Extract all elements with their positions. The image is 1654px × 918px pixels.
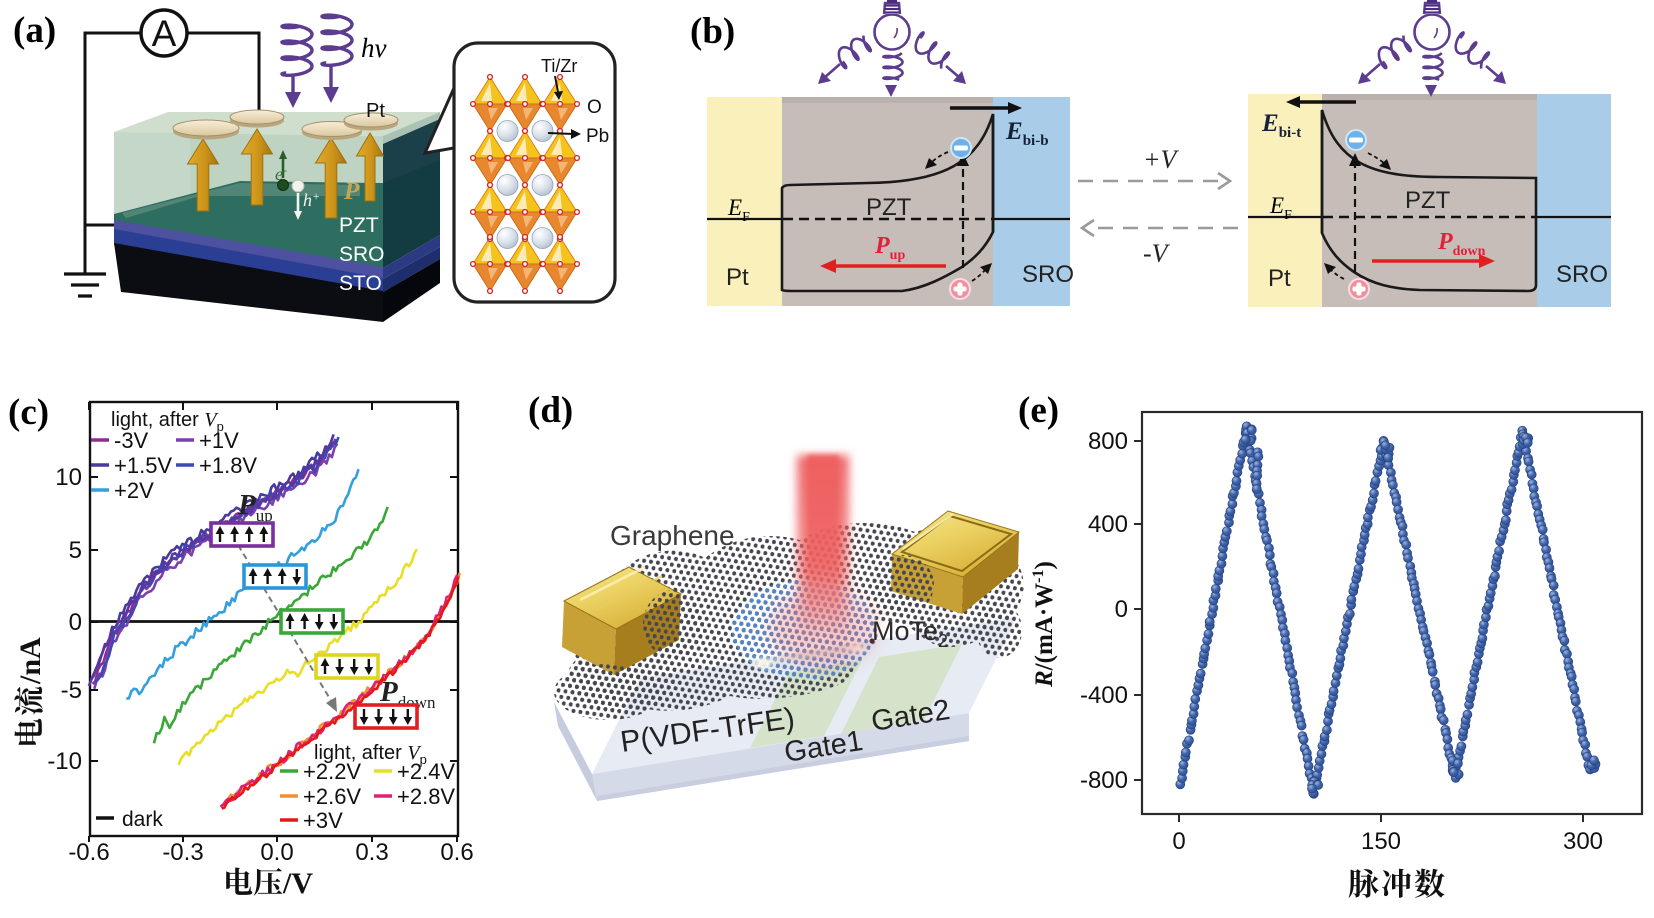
svg-text:+1.5V: +1.5V bbox=[114, 453, 172, 478]
svg-text:PZT: PZT bbox=[1405, 187, 1451, 214]
svg-text:light, after Vp: light, after Vp bbox=[314, 742, 427, 767]
svg-text:(b): (b) bbox=[690, 11, 735, 52]
svg-text:light, after Vp: light, after Vp bbox=[111, 409, 224, 434]
svg-text:-3V: -3V bbox=[114, 428, 149, 453]
svg-text:P: P bbox=[343, 178, 360, 205]
svg-text:Pb: Pb bbox=[586, 126, 609, 147]
svg-text:Pt: Pt bbox=[726, 264, 749, 291]
svg-text:+3V: +3V bbox=[303, 808, 343, 833]
svg-text:Pup: Pup bbox=[237, 489, 273, 525]
svg-text:5: 5 bbox=[69, 537, 82, 564]
svg-text:-5: -5 bbox=[61, 677, 82, 704]
svg-text:-0.3: -0.3 bbox=[162, 839, 203, 866]
svg-text:dark: dark bbox=[122, 808, 163, 831]
svg-text:hν: hν bbox=[361, 33, 387, 63]
svg-text:(e): (e) bbox=[1018, 390, 1059, 431]
svg-text:A: A bbox=[152, 13, 177, 54]
svg-text:-400: -400 bbox=[1080, 682, 1128, 709]
svg-text:Pt: Pt bbox=[366, 100, 385, 122]
svg-text:-10: -10 bbox=[47, 748, 82, 775]
svg-text:-800: -800 bbox=[1080, 767, 1128, 794]
svg-text:-V: -V bbox=[1143, 239, 1171, 268]
svg-text:800: 800 bbox=[1088, 428, 1128, 455]
svg-text:0: 0 bbox=[1172, 828, 1185, 855]
svg-text:+2.4V: +2.4V bbox=[397, 759, 455, 784]
svg-text:PZT: PZT bbox=[339, 214, 379, 237]
svg-text:+1V: +1V bbox=[199, 428, 239, 453]
svg-text:PZT: PZT bbox=[866, 194, 912, 221]
svg-text:400: 400 bbox=[1088, 511, 1128, 538]
svg-text:-0.6: -0.6 bbox=[68, 839, 109, 866]
svg-text:O: O bbox=[587, 97, 602, 118]
svg-text:150: 150 bbox=[1361, 828, 1401, 855]
svg-text:0: 0 bbox=[69, 609, 82, 636]
svg-text:+2.6V: +2.6V bbox=[303, 784, 361, 809]
svg-text:+1.8V: +1.8V bbox=[199, 453, 257, 478]
svg-text:Pt: Pt bbox=[1268, 265, 1291, 292]
svg-text:/nA: /nA bbox=[14, 637, 47, 685]
svg-text:Ti/Zr: Ti/Zr bbox=[541, 56, 577, 76]
svg-text:(c): (c) bbox=[8, 392, 49, 433]
svg-text:10: 10 bbox=[55, 464, 82, 491]
svg-text:SRO: SRO bbox=[1556, 261, 1608, 288]
svg-text:+2.2V: +2.2V bbox=[303, 759, 361, 784]
svg-text:STO: STO bbox=[339, 272, 382, 295]
svg-text:R/(mA·W-1): R/(mA·W-1) bbox=[1030, 561, 1058, 688]
svg-text:MoTe2: MoTe2 bbox=[872, 616, 948, 651]
svg-text:0.0: 0.0 bbox=[260, 839, 293, 866]
svg-text:0.6: 0.6 bbox=[440, 839, 473, 866]
svg-text:(d): (d) bbox=[528, 390, 573, 431]
svg-text:(a): (a) bbox=[13, 10, 56, 51]
svg-text:+V: +V bbox=[1143, 145, 1180, 174]
svg-text:SRO: SRO bbox=[339, 243, 385, 266]
svg-text:/V: /V bbox=[282, 867, 313, 900]
svg-text:+2.8V: +2.8V bbox=[397, 784, 455, 809]
svg-text:+2V: +2V bbox=[114, 478, 154, 503]
svg-text:300: 300 bbox=[1563, 828, 1603, 855]
svg-text:0: 0 bbox=[1115, 596, 1128, 623]
svg-text:Graphene: Graphene bbox=[610, 520, 735, 551]
svg-text:0.3: 0.3 bbox=[355, 839, 388, 866]
svg-text:SRO: SRO bbox=[1022, 261, 1074, 288]
